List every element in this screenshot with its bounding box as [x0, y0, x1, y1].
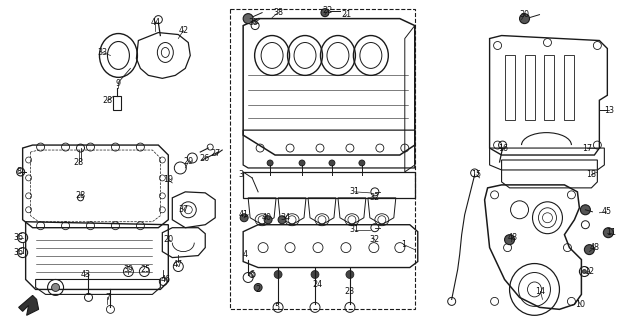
Text: 26: 26: [199, 154, 209, 163]
Polygon shape: [19, 295, 39, 315]
Text: 9: 9: [116, 79, 121, 88]
Text: 32: 32: [370, 235, 380, 244]
Circle shape: [52, 284, 59, 292]
Text: 23: 23: [345, 287, 355, 296]
Text: 41: 41: [238, 210, 248, 219]
Circle shape: [311, 270, 319, 278]
Text: 1: 1: [401, 240, 406, 249]
Circle shape: [329, 160, 335, 166]
Text: 10: 10: [576, 300, 586, 309]
Text: 30: 30: [519, 10, 529, 19]
Text: 5: 5: [274, 303, 279, 312]
Text: 32: 32: [370, 193, 380, 202]
Bar: [504, 55, 514, 120]
Bar: [114, 96, 121, 110]
Text: 7: 7: [105, 293, 110, 302]
Bar: [230, 9, 415, 309]
Circle shape: [274, 270, 282, 278]
Circle shape: [254, 284, 262, 292]
Text: 43: 43: [81, 270, 91, 279]
Text: 19: 19: [163, 175, 173, 184]
Text: 13: 13: [604, 106, 614, 115]
Text: 8: 8: [16, 167, 21, 176]
Text: 4: 4: [242, 250, 248, 259]
Text: 18: 18: [586, 171, 596, 180]
Circle shape: [581, 205, 591, 215]
Circle shape: [240, 214, 248, 222]
Text: 3: 3: [239, 171, 244, 180]
Text: 42: 42: [178, 26, 188, 35]
Text: 36: 36: [14, 248, 24, 257]
Text: 27: 27: [210, 148, 221, 157]
Text: 28: 28: [76, 191, 86, 200]
Text: 38: 38: [273, 8, 283, 17]
Text: 12: 12: [584, 267, 594, 276]
Text: 40: 40: [262, 213, 272, 222]
Text: 2: 2: [256, 285, 261, 294]
Circle shape: [264, 216, 272, 224]
Text: 48: 48: [508, 233, 518, 242]
Text: 44: 44: [151, 18, 161, 27]
Text: 45: 45: [601, 207, 611, 216]
Circle shape: [584, 244, 594, 255]
Text: 15: 15: [472, 171, 482, 180]
Bar: [564, 55, 574, 120]
Text: 47: 47: [173, 260, 182, 269]
Text: 39: 39: [123, 265, 134, 274]
Text: 48: 48: [589, 243, 599, 252]
Circle shape: [359, 160, 365, 166]
Circle shape: [582, 269, 586, 274]
Text: 11: 11: [606, 228, 616, 237]
Text: 17: 17: [582, 144, 592, 153]
Circle shape: [504, 235, 514, 244]
Text: 20: 20: [163, 235, 173, 244]
Bar: [544, 55, 554, 120]
Circle shape: [278, 216, 286, 224]
Text: 24: 24: [312, 280, 322, 289]
Circle shape: [243, 14, 253, 24]
Text: 14: 14: [536, 287, 546, 296]
Text: 31: 31: [350, 188, 360, 196]
Text: 34: 34: [280, 213, 290, 222]
Text: 28: 28: [102, 96, 112, 105]
Text: 21: 21: [342, 10, 352, 19]
Circle shape: [603, 228, 613, 238]
Circle shape: [267, 160, 273, 166]
Text: 25: 25: [140, 265, 151, 274]
Text: 6: 6: [249, 270, 254, 279]
Text: 29: 29: [183, 157, 193, 166]
Circle shape: [519, 14, 529, 24]
Text: 31: 31: [350, 225, 360, 234]
Text: 28: 28: [74, 158, 84, 167]
Bar: [524, 55, 534, 120]
Text: 36: 36: [14, 233, 24, 242]
Text: 22: 22: [323, 6, 333, 15]
Circle shape: [299, 160, 305, 166]
Text: 35: 35: [248, 18, 258, 27]
Circle shape: [346, 270, 354, 278]
Text: 33: 33: [98, 48, 107, 57]
Text: 16: 16: [499, 144, 509, 153]
Text: 37: 37: [178, 205, 188, 214]
Text: 46: 46: [161, 275, 171, 284]
Circle shape: [321, 9, 329, 17]
